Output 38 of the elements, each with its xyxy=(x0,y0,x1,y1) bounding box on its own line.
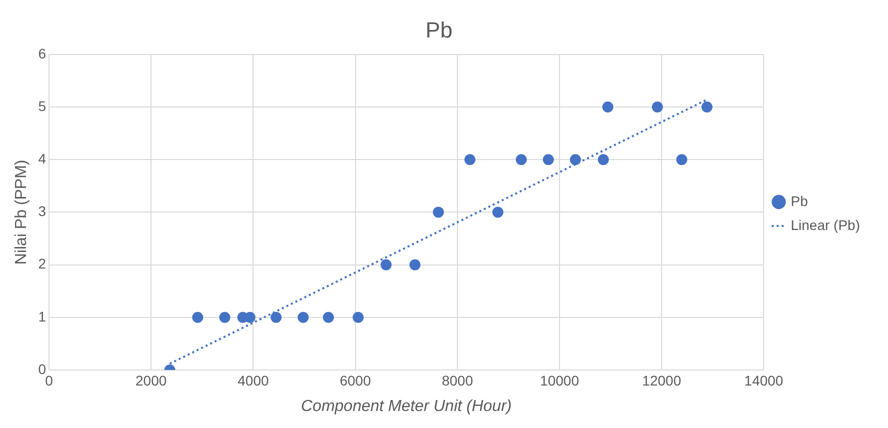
y-tick-label: 2 xyxy=(38,256,46,272)
y-tick-label: 0 xyxy=(38,360,46,377)
legend-label: Pb xyxy=(790,192,808,209)
point xyxy=(492,206,504,218)
x-tick-label: 12000 xyxy=(642,372,682,388)
legend-label: Linear (Pb) xyxy=(790,216,860,233)
y-tick-label: 6 xyxy=(38,45,46,62)
chart-title: Pb xyxy=(426,17,452,42)
x-tick-label: 14000 xyxy=(744,372,784,388)
y-tick-label: 1 xyxy=(38,308,46,324)
point xyxy=(432,206,444,218)
y-tick-label: 3 xyxy=(38,203,46,220)
x-axis-title: Component Meter Unit (Hour) xyxy=(300,398,512,415)
x-tick-label: 4000 xyxy=(238,372,269,388)
point xyxy=(464,154,476,166)
point xyxy=(352,312,364,323)
x-tick-label: 6000 xyxy=(340,372,372,388)
point xyxy=(322,312,334,323)
point xyxy=(598,154,609,166)
point xyxy=(676,154,688,166)
point xyxy=(192,312,204,323)
point xyxy=(602,102,614,112)
y-axis-title: Nilai Pb (PPM) xyxy=(13,160,30,265)
point xyxy=(409,259,420,270)
point xyxy=(652,102,663,112)
point xyxy=(701,102,712,112)
point xyxy=(380,259,392,270)
point xyxy=(570,154,581,166)
y-tick-label: 4 xyxy=(38,150,46,166)
point xyxy=(542,154,554,166)
x-tick-label: 2000 xyxy=(136,372,167,388)
x-tick-label: 10000 xyxy=(540,372,580,388)
y-tick-label: 5 xyxy=(38,98,46,114)
point xyxy=(219,312,230,323)
point xyxy=(516,154,527,166)
x-tick-label: 8000 xyxy=(442,372,474,388)
point xyxy=(298,312,309,323)
point xyxy=(270,312,282,323)
